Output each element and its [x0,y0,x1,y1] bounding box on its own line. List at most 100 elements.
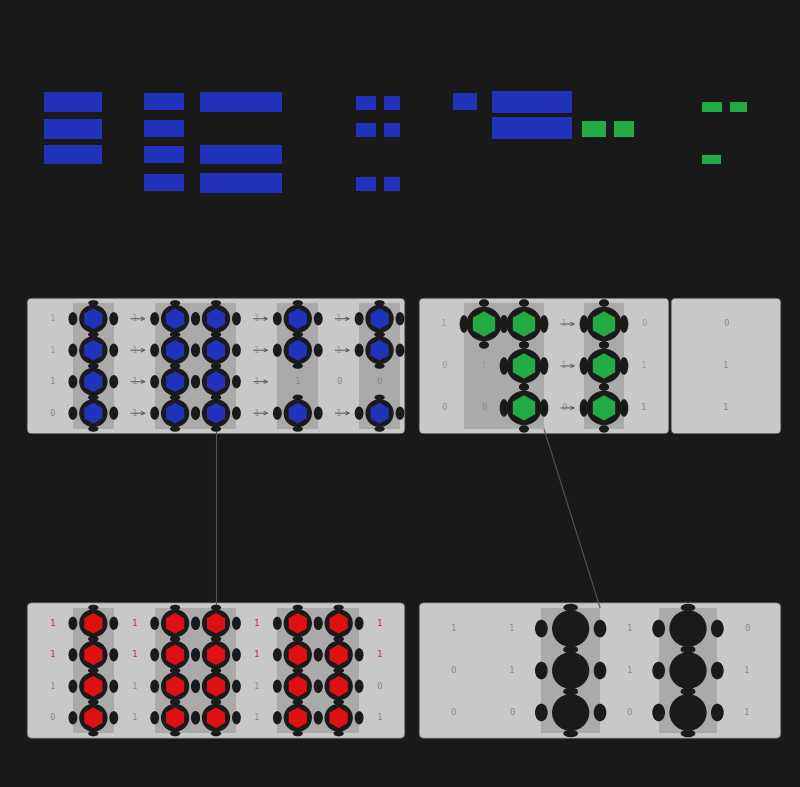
Ellipse shape [191,680,200,693]
Ellipse shape [681,688,695,695]
Circle shape [162,610,189,637]
Text: 0: 0 [723,320,729,328]
Bar [318,608,359,733]
Ellipse shape [535,704,548,722]
Polygon shape [514,354,534,378]
Ellipse shape [681,604,695,611]
Bar [702,155,721,164]
Text: 1: 1 [450,624,456,633]
Ellipse shape [594,619,606,637]
Ellipse shape [314,680,322,693]
Circle shape [162,400,189,427]
Ellipse shape [170,394,180,401]
Polygon shape [290,309,306,328]
Ellipse shape [293,636,303,642]
Polygon shape [208,404,224,423]
Polygon shape [85,372,102,391]
Bar [356,123,376,137]
Ellipse shape [293,699,303,705]
Bar [584,303,624,429]
Bar [200,145,282,164]
Ellipse shape [519,383,529,390]
Ellipse shape [652,704,665,722]
Ellipse shape [110,312,118,325]
Ellipse shape [354,617,363,630]
Ellipse shape [191,617,200,630]
Ellipse shape [191,711,200,724]
Text: 0: 0 [642,320,646,328]
Ellipse shape [191,312,200,325]
Text: 1: 1 [377,713,382,722]
Ellipse shape [293,699,303,705]
Ellipse shape [563,604,578,611]
Ellipse shape [599,425,609,433]
Circle shape [202,305,230,332]
Text: 0: 0 [744,624,750,633]
Ellipse shape [500,315,508,333]
Bar [384,177,400,191]
Ellipse shape [500,315,508,333]
Ellipse shape [150,312,159,325]
Ellipse shape [211,363,221,369]
Polygon shape [290,614,306,633]
Bar [702,102,722,112]
Text: 1: 1 [131,650,137,660]
Text: 1: 1 [377,619,382,628]
Ellipse shape [293,667,303,674]
Ellipse shape [88,636,98,642]
Bar [504,303,544,429]
Ellipse shape [232,617,241,630]
Ellipse shape [334,667,344,674]
Circle shape [507,308,541,341]
Circle shape [202,610,230,637]
Text: 1: 1 [377,650,382,660]
Circle shape [553,611,589,646]
Ellipse shape [110,344,118,357]
Circle shape [80,610,106,637]
Ellipse shape [170,363,180,369]
Ellipse shape [334,699,344,705]
Ellipse shape [170,331,180,338]
Polygon shape [330,614,347,633]
Ellipse shape [170,667,180,674]
Ellipse shape [211,699,221,705]
Ellipse shape [273,344,282,357]
Circle shape [553,653,589,688]
Polygon shape [85,614,102,633]
Polygon shape [290,645,306,664]
Text: 1: 1 [336,345,342,355]
FancyBboxPatch shape [27,603,405,738]
Text: 1: 1 [626,624,632,633]
Ellipse shape [273,407,282,419]
Circle shape [80,368,106,395]
Text: 1: 1 [254,314,259,323]
Text: 1: 1 [131,408,137,418]
Ellipse shape [599,299,609,307]
Bar [356,96,376,110]
Polygon shape [85,645,102,664]
Bar [154,608,195,733]
Circle shape [202,337,230,364]
Ellipse shape [191,648,200,661]
Ellipse shape [232,312,241,325]
Circle shape [587,391,621,424]
Ellipse shape [354,711,363,724]
Circle shape [162,704,189,731]
Bar [492,91,572,113]
Text: 1: 1 [723,361,729,371]
Ellipse shape [69,617,78,630]
Bar [73,303,114,429]
Ellipse shape [540,315,548,333]
Polygon shape [166,404,183,423]
Ellipse shape [479,299,489,307]
Text: 1: 1 [131,713,137,722]
Text: 1: 1 [50,619,55,628]
Text: 1: 1 [50,314,55,323]
Ellipse shape [374,300,385,306]
Circle shape [284,641,311,668]
Ellipse shape [88,699,98,705]
Ellipse shape [374,331,385,338]
Circle shape [202,704,230,731]
Polygon shape [85,341,102,360]
Bar [384,96,400,110]
